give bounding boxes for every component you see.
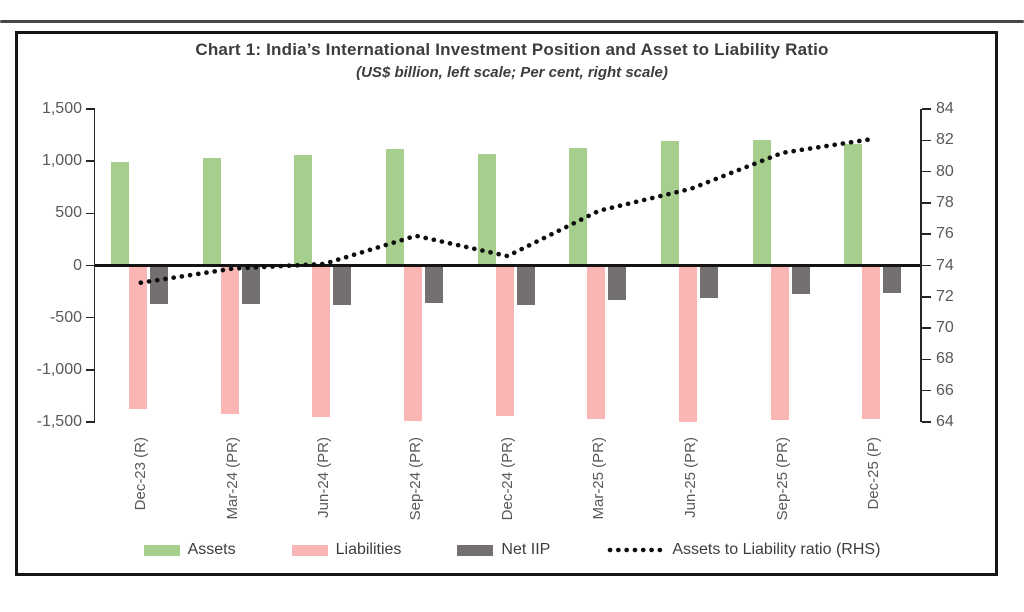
left-axis-tick-label: -500: [49, 308, 82, 326]
x-category-label: Dec-24 (PR): [498, 437, 516, 521]
bar-liabilities: [495, 265, 514, 416]
x-category-label: Mar-24 (PR): [223, 437, 241, 520]
bar-liabilities: [220, 265, 239, 414]
right-axis-tick: [921, 170, 931, 173]
legend-item-ratio: Assets to Liability ratio (RHS): [606, 541, 880, 559]
bar-liabilities: [770, 265, 789, 420]
legend-item-assets: Assets: [143, 541, 236, 559]
x-category-label: Dec-25 (P): [865, 437, 883, 510]
ratio-dotted-line: [138, 136, 877, 285]
bar-net-iip: [149, 265, 168, 305]
chart-legend: Assets Liabilities Net IIP Assets to Liabil…: [20, 541, 1004, 559]
bar-liabilities: [128, 265, 147, 410]
left-axis-tick-label: 0: [73, 256, 82, 274]
left-axis-tick: [86, 160, 95, 162]
right-axis-tick: [921, 389, 931, 392]
right-axis-tick: [921, 421, 931, 423]
left-axis-tick-label: 500: [55, 204, 82, 222]
x-category-label: Jun-25 (PR): [681, 437, 699, 518]
right-axis-tick-label: 72: [936, 287, 954, 305]
x-category-label: Sep-25 (PR): [773, 437, 791, 521]
right-axis-tick: [921, 202, 931, 204]
right-axis-tick: [921, 264, 931, 267]
bar-net-iip: [791, 265, 810, 295]
legend-label-liabilities: Liabilities: [335, 541, 402, 558]
right-axis-tick-label: 64: [936, 413, 954, 430]
right-axis-tick: [921, 358, 931, 361]
legend-swatch-net-iip: [457, 544, 494, 556]
zero-line: [95, 264, 920, 267]
legend-item-net-iip: Net IIP: [457, 541, 550, 559]
bar-net-iip: [883, 265, 902, 294]
left-axis-tick-label: -1,000: [36, 360, 82, 378]
right-axis-tick-label: 68: [936, 350, 954, 368]
bar-assets: [844, 143, 863, 266]
bar-assets: [752, 140, 771, 266]
bar-assets: [569, 147, 588, 266]
legend-label-net-iip: Net IIP: [501, 541, 551, 558]
left-axis-tick: [86, 421, 95, 423]
bar-net-iip: [333, 265, 352, 305]
right-axis-tick-label: 74: [936, 256, 954, 274]
bar-net-iip: [608, 265, 627, 300]
right-axis-tick-label: 80: [936, 162, 954, 180]
right-axis-line: [920, 109, 922, 422]
bar-assets: [110, 162, 129, 266]
x-category-label: Mar-25 (PR): [590, 437, 608, 520]
left-axis-tick-label: -1,500: [36, 413, 82, 430]
bar-net-iip: [241, 265, 260, 304]
bar-assets: [294, 154, 313, 266]
bar-net-iip: [516, 265, 535, 305]
right-axis-tick: [921, 327, 931, 329]
bar-liabilities: [312, 265, 331, 417]
legend-label-ratio: Assets to Liability ratio (RHS): [672, 541, 881, 558]
right-axis-tick: [921, 108, 931, 110]
bar-net-iip: [424, 265, 443, 304]
bar-liabilities: [862, 265, 881, 419]
right-axis-tick-label: 70: [936, 319, 954, 337]
top-rule: [0, 20, 1024, 23]
x-category-label: Sep-24 (PR): [406, 437, 424, 521]
right-axis-tick-label: 82: [936, 131, 954, 149]
right-axis-tick: [921, 139, 931, 142]
left-axis-tick: [86, 316, 95, 319]
right-axis-tick-label: 84: [936, 100, 954, 117]
legend-swatch-assets: [143, 544, 180, 556]
bar-liabilities: [587, 265, 606, 419]
legend-label-assets: Assets: [187, 541, 236, 558]
bar-net-iip: [699, 265, 718, 299]
chart-subtitle: (US$ billion, left scale; Per cent, righ…: [356, 64, 668, 81]
right-axis-tick-label: 66: [936, 381, 954, 399]
bar-assets: [660, 141, 679, 266]
legend-dotted-swatch-ratio: [608, 547, 665, 553]
x-category-label: Dec-23 (R): [131, 437, 149, 511]
bar-liabilities: [678, 265, 697, 422]
bar-assets: [385, 149, 404, 266]
right-axis-tick: [921, 233, 931, 235]
chart-title: Chart 1: India’s International Investmen…: [195, 40, 829, 59]
right-axis-tick-label: 76: [936, 225, 954, 243]
bar-assets: [477, 153, 496, 266]
x-category-label: Jun-24 (PR): [315, 437, 333, 518]
left-axis-tick: [86, 369, 95, 371]
right-axis-tick-label: 78: [936, 193, 954, 211]
left-axis-tick: [86, 108, 95, 110]
bar-liabilities: [403, 265, 422, 422]
bar-assets: [202, 157, 221, 266]
left-axis-tick-label: 1,000: [41, 152, 82, 170]
left-axis-tick: [86, 264, 95, 267]
right-axis-tick: [921, 296, 931, 298]
legend-item-liabilities: Liabilities: [291, 541, 402, 559]
legend-swatch-liabilities: [291, 544, 328, 556]
left-axis-tick: [86, 212, 95, 215]
left-axis-tick-label: 1,500: [41, 100, 82, 117]
